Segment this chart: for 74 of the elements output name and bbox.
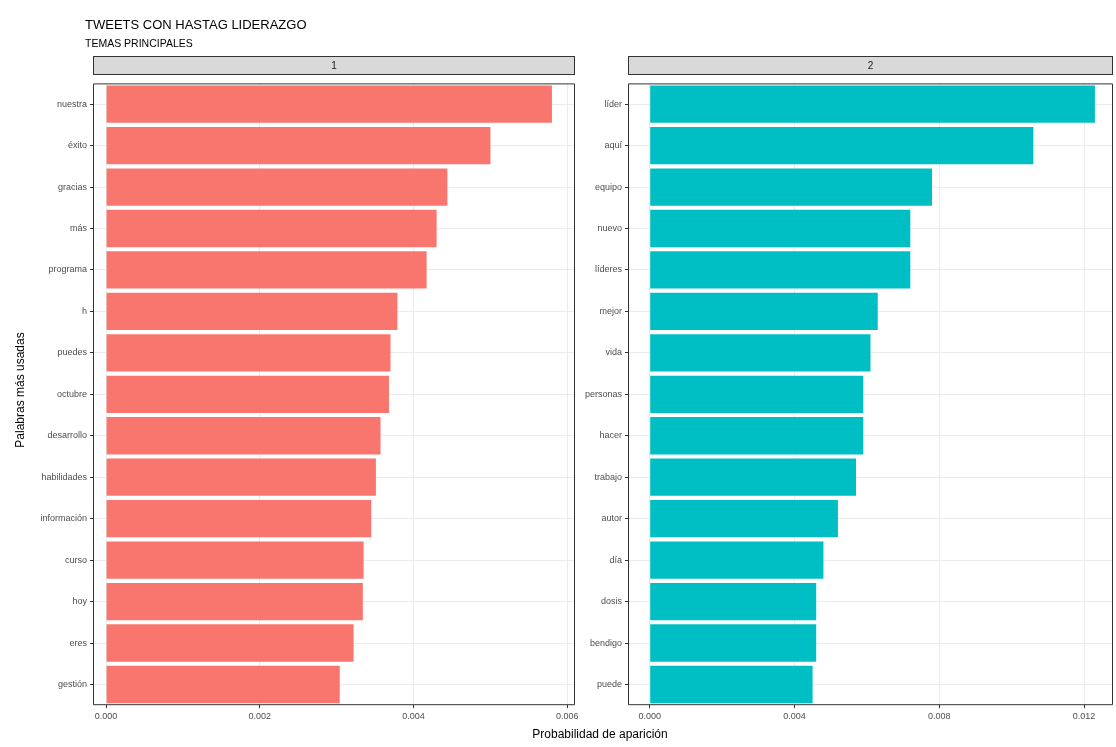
x-axis-title: Probabilidad de aparición [531,727,669,741]
bar [650,458,857,496]
bar [650,541,824,579]
bar [650,168,933,206]
y-tick-label: eres [69,637,88,648]
bar [106,417,381,455]
x-tick-label: 0.012 [1072,711,1096,722]
chart-subtitle: TEMAS PRINCIPALES [85,37,193,49]
x-tick-label: 0.004 [783,711,806,722]
y-tick-label: líderes [594,264,623,275]
y-tick-label: trabajo [594,471,622,482]
y-tick-label: gestión [57,678,87,689]
bar [650,500,838,538]
bar [106,85,552,123]
x-tick-label: 0.000 [94,711,118,722]
bar [106,582,363,621]
x-tick-label: 0.008 [928,711,951,722]
bar [650,624,817,662]
bar [106,334,391,372]
bar [650,582,817,621]
bar [106,665,340,704]
y-tick-label: octubre [56,388,87,399]
y-tick-label: vida [605,347,622,358]
bar [650,251,911,289]
bar [650,334,871,372]
text: 2 [628,56,1113,75]
x-tick-label: 0.002 [248,711,272,722]
y-tick-label: día [609,554,622,565]
bar [650,85,1095,123]
bar [106,458,376,496]
y-axis-title: Palabras más usadas [13,332,27,448]
y-tick-label: aquí [604,140,623,151]
y-tick-label: gracias [57,181,88,192]
bar [106,500,372,538]
bar [106,375,389,413]
x-tick-label: 0.006 [556,711,579,722]
bar [650,665,813,704]
y-tick-label: puedes [57,347,88,358]
text: 1 [93,56,575,75]
bar [650,292,878,331]
x-tick-label: 0.000 [638,711,661,722]
y-tick-label: desarrollo [47,430,87,441]
y-tick-label: dosis [600,596,623,607]
y-tick-label: hacer [599,430,622,441]
y-tick-label: hoy [72,596,88,607]
bar [106,168,448,206]
y-tick-label: información [40,513,87,524]
bar [106,541,364,579]
y-tick-label: líder [604,98,622,109]
y-tick-label: mejor [599,305,622,316]
bar [106,624,354,662]
bar [650,126,1034,165]
y-tick-label: programa [48,264,87,275]
y-tick-label: bendigo [589,637,622,648]
y-tick-label: personas [584,388,623,399]
y-tick-label: curso [64,554,87,565]
bar [650,209,911,248]
y-tick-label: nuevo [597,222,622,233]
bar [106,251,427,289]
bar [106,209,437,248]
bar [650,375,864,413]
y-tick-label: más [69,222,88,233]
y-tick-label: nuestra [56,98,87,109]
bar [650,417,864,455]
y-tick-label: puede [596,678,622,689]
y-tick-label: habilidades [41,471,88,482]
chart-title: TWEETS CON HASTAG LIDERAZGO [85,17,307,32]
y-tick-label: equipo [594,181,622,192]
bar [106,292,398,331]
x-tick-label: 0.004 [402,711,425,722]
bar [106,126,491,165]
y-tick-label: h [81,305,87,316]
y-tick-label: éxito [67,140,87,151]
y-tick-label: autor [601,513,622,524]
